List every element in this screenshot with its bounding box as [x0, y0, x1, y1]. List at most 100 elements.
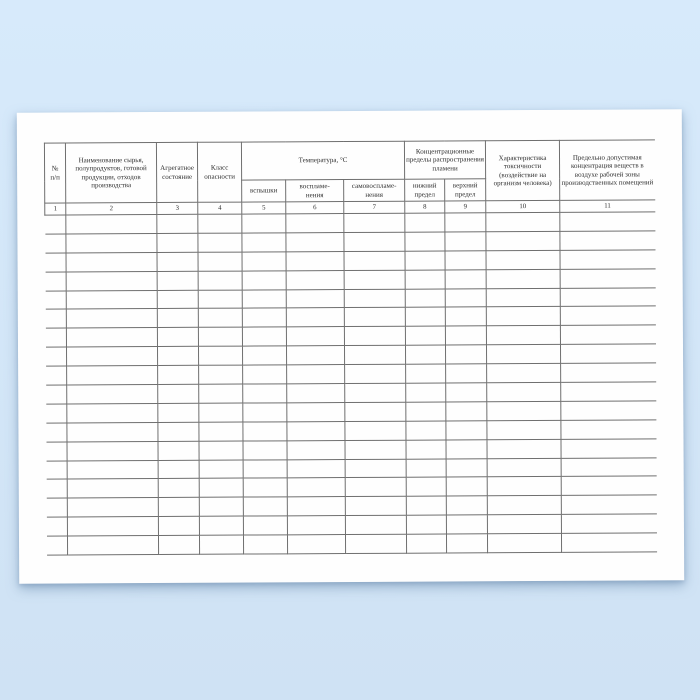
empty-cell [45, 328, 67, 348]
empty-cell [345, 458, 407, 478]
column-number: 8 [404, 201, 445, 214]
empty-cell [157, 384, 199, 404]
empty-cell [344, 288, 406, 308]
empty-cell [67, 516, 159, 537]
empty-cell [198, 289, 243, 309]
empty-cell [67, 460, 159, 480]
empty-cell [199, 497, 244, 517]
empty-cell [286, 270, 345, 290]
empty-cell [65, 214, 157, 234]
empty-cell [242, 383, 287, 403]
column-number: 5 [241, 201, 286, 215]
empty-cell [242, 270, 287, 290]
empty-cell [345, 477, 407, 497]
empty-cell [158, 459, 200, 479]
empty-cell [242, 440, 288, 460]
empty-cell [45, 347, 67, 367]
empty-cell [242, 346, 287, 366]
empty-cell [405, 326, 446, 346]
empty-cell [243, 534, 288, 555]
empty-cell [486, 420, 562, 440]
empty-cell [344, 345, 406, 365]
empty-cell [46, 536, 68, 556]
form-table: № п/п Наименование сырья, полупродуктов,… [44, 139, 657, 556]
empty-cell [66, 290, 158, 310]
empty-cell [199, 535, 244, 555]
empty-cell [344, 421, 407, 441]
empty-cell [561, 495, 657, 515]
empty-cell [446, 477, 488, 497]
empty-cell [242, 327, 287, 347]
empty-cell [446, 533, 488, 554]
empty-cell [404, 231, 446, 251]
empty-cell [560, 363, 656, 383]
empty-cell [445, 250, 487, 270]
empty-cell [485, 231, 561, 251]
empty-cell [241, 232, 287, 252]
empty-cell [406, 496, 447, 516]
empty-cell [560, 268, 656, 288]
paper-sheet: № п/п Наименование сырья, полупродуктов,… [16, 109, 685, 584]
empty-cell [405, 307, 446, 327]
empty-cell [486, 306, 561, 327]
empty-cell [66, 271, 158, 291]
empty-cell [243, 459, 288, 479]
empty-cell [66, 327, 158, 348]
empty-cell [345, 534, 407, 554]
empty-cell [67, 478, 159, 499]
empty-cell [66, 252, 158, 272]
empty-cell [445, 401, 487, 421]
empty-cell [487, 533, 562, 553]
empty-cell [406, 439, 447, 459]
empty-cell [157, 403, 199, 423]
empty-cell [486, 325, 561, 346]
empty-cell [485, 212, 560, 232]
empty-cell [287, 534, 346, 554]
empty-cell [156, 233, 199, 253]
empty-cell [198, 384, 243, 404]
empty-cell [344, 307, 406, 327]
header-cell-self-ignition-temp: самовоспламе- нения [343, 179, 405, 202]
header-row-main: № п/п Наименование сырья, полупродуктов,… [44, 139, 655, 204]
empty-cell [198, 270, 243, 290]
empty-cell [344, 269, 406, 290]
empty-cell [405, 383, 446, 403]
empty-cell [486, 287, 561, 308]
empty-cell [243, 497, 288, 517]
empty-cell [158, 516, 200, 536]
header-cell-flash-temp: вспышки [241, 179, 286, 203]
column-number: 3 [156, 202, 198, 215]
header-cell-hazard-class: Класс опасности [197, 142, 242, 203]
empty-cell [561, 533, 657, 553]
empty-cell [157, 327, 199, 347]
empty-cell [486, 401, 561, 421]
empty-cell [405, 345, 446, 365]
empty-cell [158, 497, 200, 517]
empty-cell [406, 515, 447, 535]
empty-cell [157, 252, 199, 272]
empty-cell [486, 382, 561, 402]
empty-cell [406, 534, 447, 554]
empty-cell [286, 402, 345, 422]
empty-cell [486, 250, 561, 270]
empty-cell [561, 438, 657, 458]
header-cell-ignition-temp: воспламе- нения [285, 179, 344, 202]
empty-cell [486, 363, 561, 383]
empty-cell [198, 402, 243, 423]
column-number: 7 [343, 201, 405, 214]
empty-cell [287, 515, 346, 535]
empty-cell [66, 422, 158, 442]
empty-cell [445, 420, 488, 440]
empty-cell [445, 363, 487, 384]
empty-cell [243, 478, 288, 498]
empty-cell [286, 345, 345, 365]
header-cell-lower-limit: нижний предел [404, 179, 445, 202]
empty-cell [242, 402, 287, 422]
empty-cell [198, 251, 243, 271]
empty-cell [197, 232, 243, 253]
empty-cell [157, 365, 199, 385]
empty-cell [487, 457, 562, 478]
empty-cell [199, 516, 244, 536]
empty-cell [345, 496, 407, 516]
